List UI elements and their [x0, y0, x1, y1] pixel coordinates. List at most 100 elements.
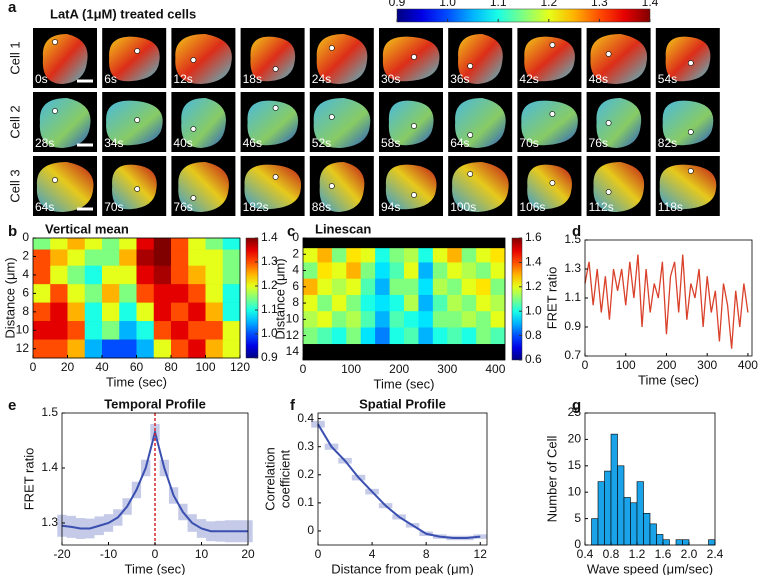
time-label: 52s	[312, 136, 331, 150]
heatmap-cell	[461, 327, 477, 345]
heatmap-cell	[490, 294, 506, 312]
heatmap-cell	[317, 311, 333, 328]
heatmap-cell	[404, 262, 419, 279]
bar	[591, 518, 599, 546]
heatmap-cell	[153, 321, 172, 340]
y-tick-label: 15	[568, 458, 582, 472]
heatmap-cell	[360, 311, 376, 328]
heatmap-cell	[171, 238, 189, 250]
heatmap-cell	[346, 278, 362, 296]
time-label: 100s	[450, 200, 476, 214]
line	[61, 428, 248, 533]
heatmap-cell	[418, 294, 434, 312]
marker-dot	[467, 63, 474, 69]
heatmap-cell	[222, 238, 241, 250]
heatmap-cell	[418, 278, 434, 296]
colorbar-tick-label: 0.9	[389, 0, 406, 9]
heatmap-cell	[119, 321, 137, 340]
heatmap-cell	[432, 327, 448, 345]
bar	[617, 465, 625, 546]
line	[317, 423, 481, 539]
marker-dot	[272, 174, 279, 180]
cell-blob	[388, 100, 434, 146]
x-tick-label: 200	[656, 358, 676, 372]
heatmap-cell	[418, 248, 434, 263]
heatmap-cell	[84, 284, 103, 303]
heatmap-cell	[84, 302, 103, 322]
heatmap-cell	[490, 327, 506, 345]
y-tick-label: 0	[22, 230, 29, 244]
y-tick-label: 6	[292, 279, 299, 293]
heatmap-cell	[50, 321, 68, 340]
heatmap-cell	[375, 294, 390, 312]
bar	[656, 534, 664, 546]
cell-blob	[313, 98, 371, 148]
heatmap-cell	[476, 278, 491, 296]
y-tick-label: 14	[286, 344, 300, 358]
heatmap-cell	[432, 262, 448, 279]
y-tick-label: 10	[286, 312, 300, 326]
heatmap-cell	[317, 294, 333, 312]
heatmap-cell	[331, 311, 347, 328]
time-label: 94s	[381, 200, 400, 214]
y-tick-label: 6	[22, 286, 29, 300]
x-tick-label: 8	[423, 547, 430, 561]
y-tick-label: 12	[286, 328, 300, 342]
chart-title: Linescan	[315, 221, 371, 236]
heatmap-cell	[404, 248, 419, 263]
y-tick-label: 1.5	[564, 232, 581, 246]
marker-dot	[687, 129, 694, 135]
heatmap-cell	[136, 249, 155, 266]
heatmap-cell	[67, 249, 86, 266]
x-tick-label: 0	[30, 360, 37, 374]
cell-blob	[590, 34, 648, 84]
heatmap-cell	[432, 278, 448, 296]
y-tick-label: 1.4	[41, 460, 58, 474]
colorbar-tick-label: 1.4	[642, 0, 659, 9]
marker-dot	[190, 195, 197, 201]
heatmap-cell	[490, 278, 506, 296]
bar	[610, 433, 618, 546]
colorbar-tick-label: 1.2	[540, 0, 557, 9]
chart: 0 100 200 300 400 0.7 0.9 1.1 1.3 1.5 Time (sec) FR…	[544, 232, 758, 387]
cell-blob	[319, 162, 365, 212]
heatmap-cell	[171, 302, 189, 322]
heatmap-cell	[432, 248, 448, 263]
colorbar-tick-label: 1.1	[490, 0, 507, 9]
heatmap-cell	[84, 249, 103, 266]
panel-label: e	[8, 397, 16, 414]
x-tick-label: 0	[152, 547, 159, 561]
colorbar-tick-label: 0.6	[525, 352, 542, 366]
heatmap-cell	[389, 327, 405, 345]
heatmap-cell	[303, 278, 318, 296]
heatmap-cell	[389, 311, 405, 328]
plot-frame	[317, 412, 488, 546]
bar	[623, 497, 631, 546]
heatmap-cell	[188, 249, 206, 266]
heatmap-cell	[205, 238, 224, 250]
colorbar	[245, 237, 259, 359]
heatmap-cell	[447, 294, 463, 312]
chart-title: Temporal Profile	[104, 396, 206, 411]
cell-blob	[385, 164, 437, 210]
heatmap-cell	[50, 238, 68, 250]
x-axis-label: Distance from peak (μm)	[331, 561, 474, 575]
heatmap-cell	[171, 284, 189, 303]
heatmap-cell	[67, 265, 86, 285]
heatmap-cell	[136, 321, 155, 340]
time-label: 36s	[450, 72, 469, 86]
heatmap-cell	[303, 294, 318, 312]
heatmap-cell	[136, 284, 155, 303]
heatmap-cell	[205, 302, 224, 322]
heatmap-cell	[50, 302, 68, 322]
y-tick-label: 0.2	[297, 467, 314, 481]
chart: 0.9 1.0 1.1 1.2 1.3 1.4 0 20 40 60 80 100 120 0 2 4 6 8 10…	[2, 221, 278, 389]
x-axis-label: Time (sec)	[106, 374, 167, 389]
y-tick-label: 1.3	[564, 261, 581, 275]
colorbar-tick-label: 1.2	[261, 278, 278, 292]
marker-dot	[605, 120, 612, 126]
panel-label: g	[572, 397, 581, 414]
heatmap-cell	[331, 262, 347, 279]
x-tick-label: 40	[95, 360, 109, 374]
heatmap-cell	[33, 265, 51, 285]
